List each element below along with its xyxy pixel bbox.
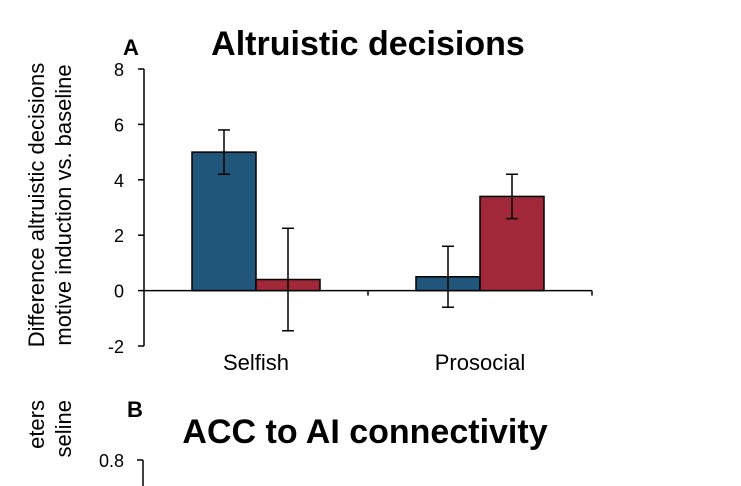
chart-b-ylabel-line1: eters <box>24 400 49 449</box>
y-tick-label: 4 <box>114 171 124 191</box>
chart-a-ylabel-line2: motive induction vs. baseline <box>51 64 76 345</box>
panel-a-label: A <box>123 35 139 60</box>
chart-a-ylabel-line1: Difference altruistic decisions <box>24 63 49 348</box>
y-tick-label: 0 <box>114 282 124 302</box>
x-tick-label: Selfish <box>223 350 289 375</box>
x-tick-label: Prosocial <box>435 350 525 375</box>
chart-b-ytick-label: 0.8 <box>99 451 124 471</box>
y-tick-label: 8 <box>114 60 124 80</box>
y-tick-label: -2 <box>108 337 124 357</box>
chart-b-title: ACC to AI connectivity <box>182 413 547 451</box>
y-tick-label: 2 <box>114 226 124 246</box>
panel-b-label: B <box>127 397 143 422</box>
chart-a-title: Altruistic decisions <box>211 25 525 63</box>
y-tick-label: 6 <box>114 115 124 135</box>
chart-b-ylabel-line2: seline <box>51 400 76 457</box>
